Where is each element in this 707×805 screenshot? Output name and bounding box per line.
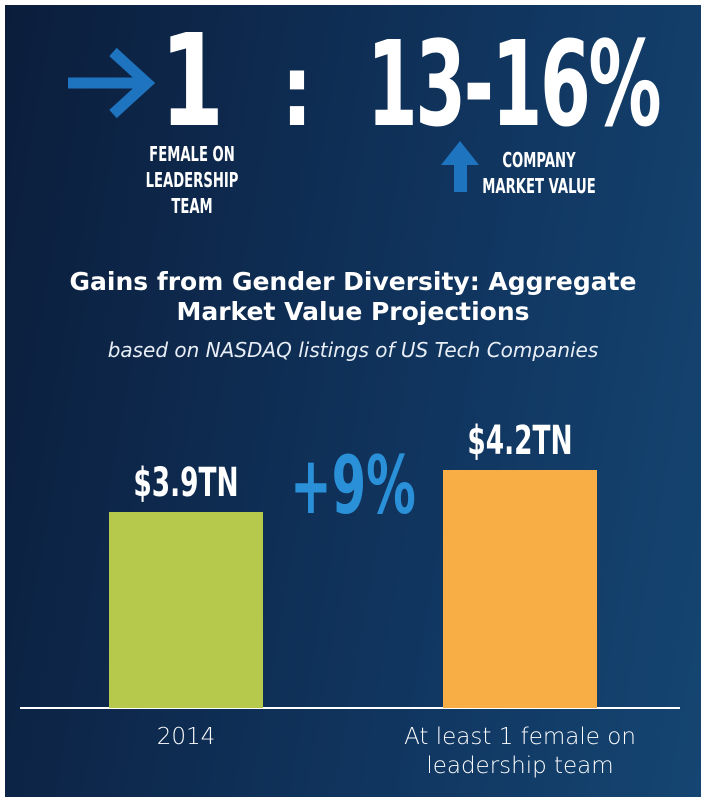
chart-subtitle: based on NASDAQ listings of US Tech Comp… bbox=[107, 338, 599, 362]
bar bbox=[109, 512, 263, 708]
ratio-separator: : bbox=[281, 33, 313, 149]
annotation: +9% bbox=[290, 438, 416, 532]
header-label: LEADERSHIP bbox=[146, 168, 239, 192]
right-arrow-icon bbox=[68, 47, 156, 119]
x-tick-label: At least 1 female on leadership team bbox=[404, 724, 636, 779]
header-label: COMPANY bbox=[502, 148, 576, 172]
bar bbox=[443, 470, 597, 708]
chart-title: Gains from Gender Diversity: Aggregate M… bbox=[69, 267, 637, 326]
header-label: TEAM bbox=[171, 194, 212, 218]
up-arrow-icon bbox=[441, 141, 479, 192]
ratio-right: 13-16% bbox=[367, 17, 660, 154]
infographic: 1 : 13-16% FEMALE ON LEADERSHIP TEAM COMPAN… bbox=[5, 5, 701, 797]
x-tick-label: 2014 bbox=[156, 724, 216, 750]
value-label: $4.2TN bbox=[467, 417, 572, 463]
value-label: $3.9TN bbox=[133, 459, 238, 505]
header-label: MARKET VALUE bbox=[482, 174, 596, 198]
ratio-left: 1 bbox=[160, 7, 224, 156]
header-label: FEMALE ON bbox=[149, 142, 235, 166]
